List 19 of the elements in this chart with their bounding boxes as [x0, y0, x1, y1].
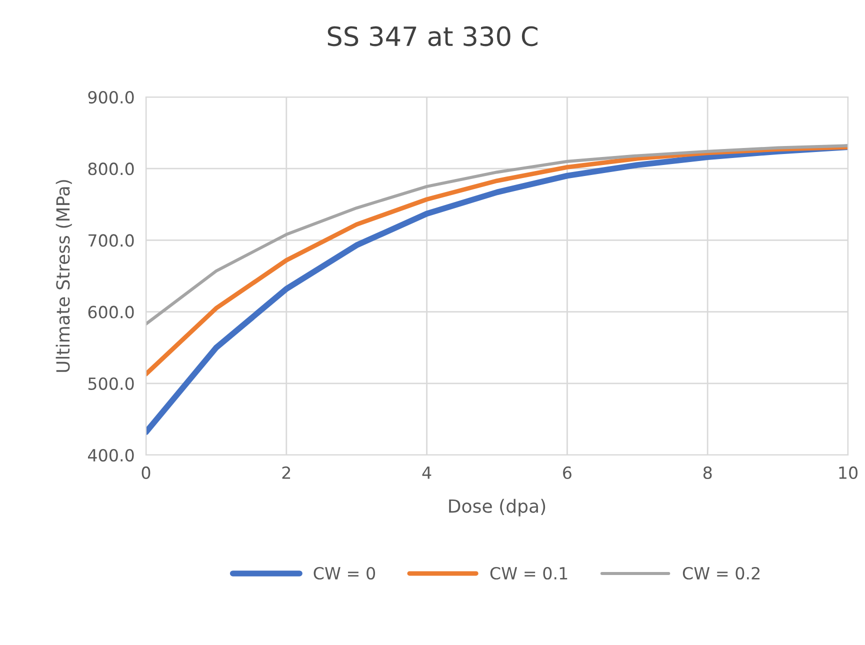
x-tick-label: 10	[839, 466, 858, 480]
x-tick-label: 4	[422, 466, 432, 479]
x-tick-label: 8	[703, 466, 712, 480]
x-axis-title: Dose (dpa)	[449, 498, 546, 516]
x-tick-label: 6	[563, 466, 572, 480]
line-series	[146, 144, 848, 326]
y-axis-title: Ultimate Stress (MPa)	[56, 180, 72, 372]
legend-label: CW = 0.2	[682, 566, 760, 580]
legend-label: CW = 0.1	[490, 566, 568, 580]
x-tick-label: 0	[142, 466, 150, 480]
y-tick-label: 700.0	[88, 234, 134, 247]
y-tick-label: 500.0	[88, 377, 134, 390]
y-tick-label: 800.0	[88, 162, 134, 176]
y-tick-label: 600.0	[88, 306, 134, 318]
x-tick-label: 2	[282, 466, 290, 479]
y-tick-label: 900.0	[88, 90, 134, 104]
chart-title: SS 347 at 330 C	[328, 26, 538, 46]
y-tick-label: 400.0	[88, 448, 134, 462]
legend-label: CW = 0	[314, 566, 376, 580]
